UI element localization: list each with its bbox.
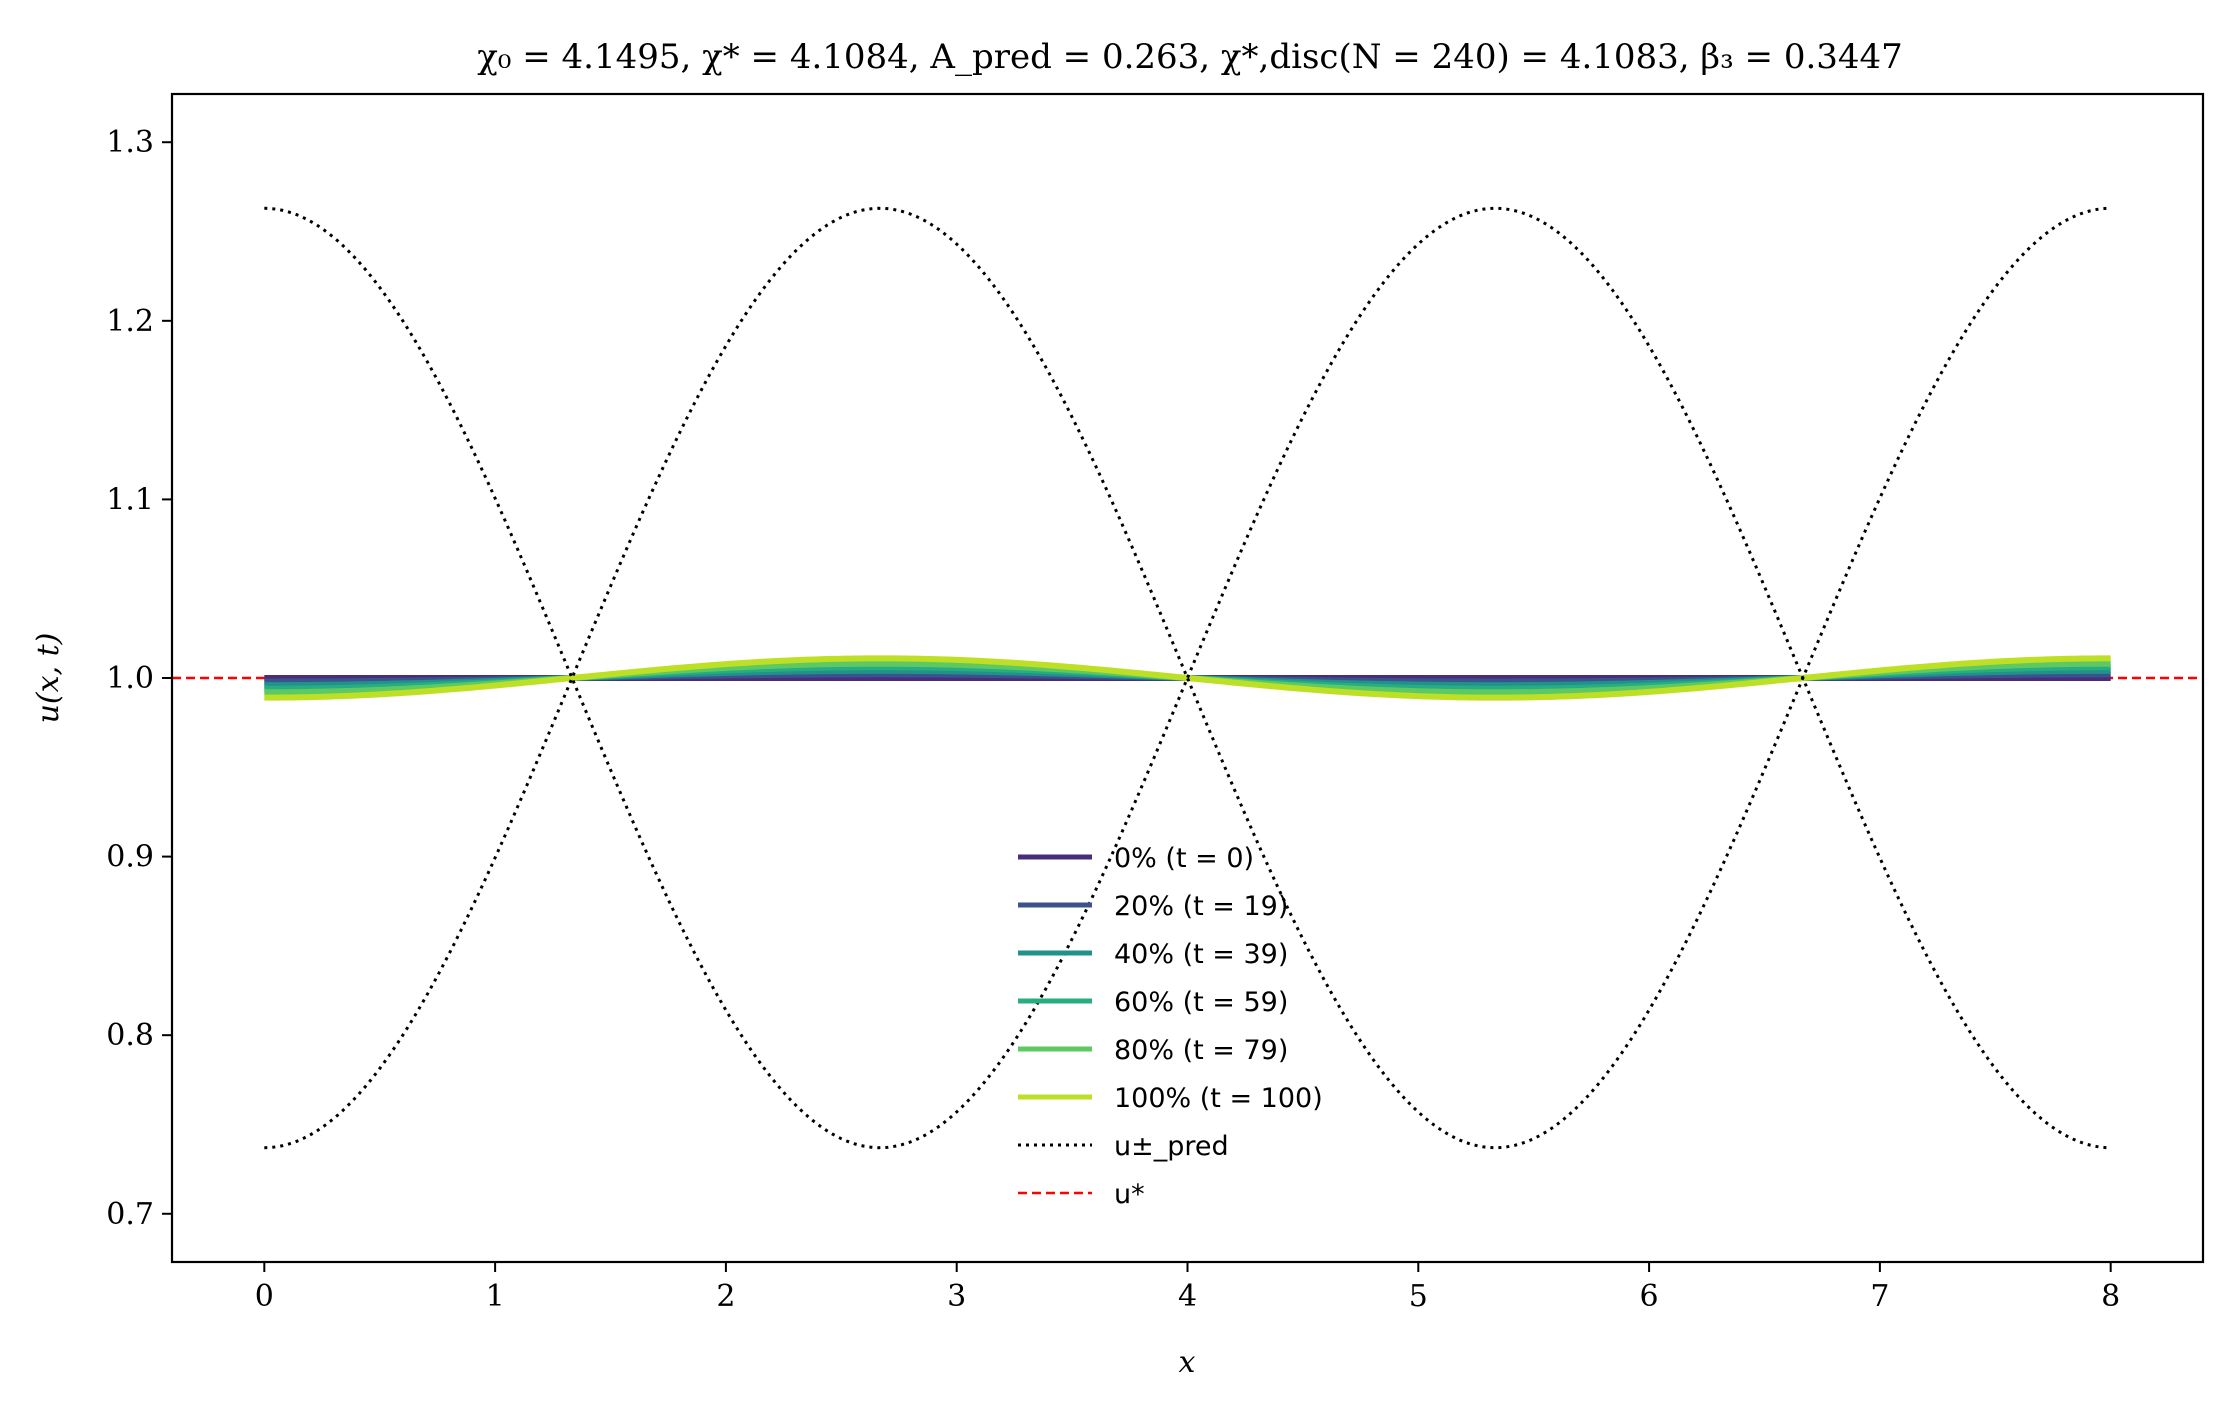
y-tick-label: 1.2: [106, 304, 154, 339]
x-tick-label: 0: [255, 1279, 274, 1314]
envelope-lower: [264, 206, 2111, 1150]
x-axis-ticks: 0 1 2 3 4 5 6 7 8: [255, 1262, 2120, 1314]
x-tick-label: 6: [1640, 1279, 1659, 1314]
legend-label-3: 60% (t = 59): [1114, 987, 1288, 1018]
y-tick-label: 0.8: [106, 1018, 154, 1053]
y-axis-ticks: 0.7 0.8 0.9 1.0 1.1 1.2 1.3: [106, 125, 172, 1232]
y-axis-label: u(x, t): [31, 633, 66, 724]
y-tick-label: 0.9: [106, 840, 154, 875]
legend-label-6: u±_pred: [1114, 1131, 1229, 1162]
x-axis-label: x: [1179, 1345, 1196, 1380]
legend-label-1: 20% (t = 19): [1114, 891, 1288, 922]
x-tick-label: 7: [1870, 1279, 1889, 1314]
y-tick-label: 1.0: [106, 661, 154, 696]
y-tick-label: 0.7: [106, 1197, 154, 1232]
x-tick-label: 2: [716, 1279, 735, 1314]
y-tick-label: 1.3: [106, 125, 154, 160]
y-tick-label: 1.1: [106, 482, 154, 517]
legend-label-2: 40% (t = 39): [1114, 939, 1288, 970]
x-tick-label: 3: [947, 1279, 966, 1314]
legend-label-0: 0% (t = 0): [1114, 843, 1254, 874]
legend: 0% (t = 0) 20% (t = 19) 40% (t = 39) 60% (t…: [1018, 843, 1323, 1210]
chart-title: χ₀ = 4.1495, χ* = 4.1084, A_pred = 0.263…: [477, 37, 1903, 77]
legend-label-7: u*: [1114, 1179, 1145, 1210]
x-tick-label: 8: [2101, 1279, 2120, 1314]
x-tick-label: 4: [1178, 1279, 1197, 1314]
plot-area: [172, 206, 2203, 1150]
legend-label-5: 100% (t = 100): [1114, 1083, 1323, 1114]
legend-label-4: 80% (t = 79): [1114, 1035, 1288, 1066]
x-tick-label: 1: [486, 1279, 505, 1314]
x-tick-label: 5: [1409, 1279, 1428, 1314]
